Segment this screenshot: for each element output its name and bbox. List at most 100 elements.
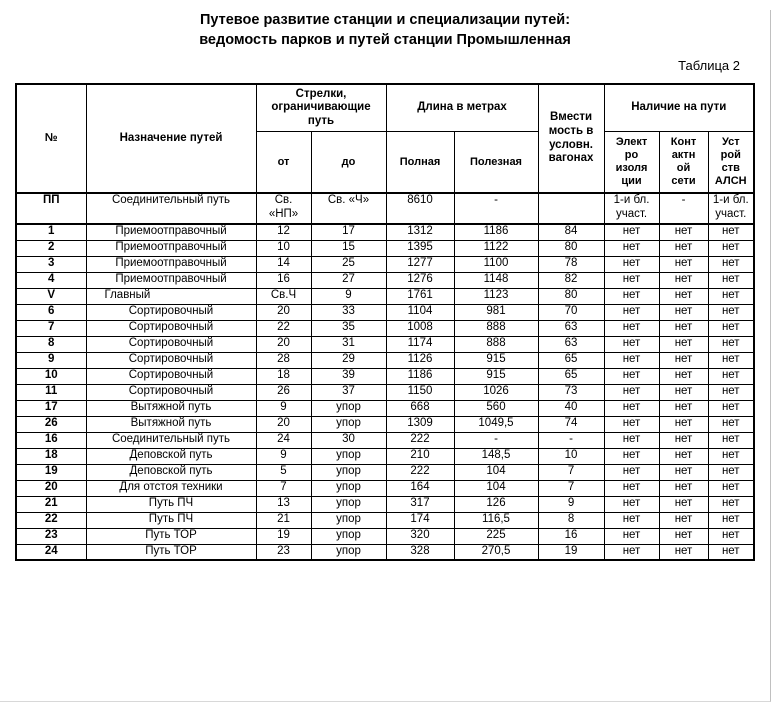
- cell-switch-from: 22: [255, 319, 312, 337]
- cell-alsn-devices: нет: [707, 319, 755, 337]
- cell-alsn-devices: 1-и бл. участ.: [707, 192, 755, 225]
- cell-electro-isolation: нет: [603, 495, 660, 513]
- cell-length-full: 1277: [385, 255, 455, 273]
- cell-alsn-devices: нет: [707, 367, 755, 385]
- cell-capacity: 82: [537, 271, 605, 289]
- cell-length-useful: 1100: [453, 255, 539, 273]
- cell-track-purpose: Вытяжной путь: [85, 399, 257, 417]
- cell-switch-from: 5: [255, 463, 312, 481]
- cell-capacity: 7: [537, 463, 605, 481]
- cell-switch-to: упор: [310, 511, 387, 529]
- table-row: 22 Путь ПЧ 21 упор 174 116,5 8 нет нет н…: [15, 511, 755, 529]
- cell-switch-from: 20: [255, 303, 312, 321]
- cell-length-full: 1126: [385, 351, 455, 369]
- cell-capacity: 80: [537, 287, 605, 305]
- cell-track-purpose: Деповской путь: [85, 463, 257, 481]
- table-row: 19 Деповской путь 5 упор 222 104 7 нет н…: [15, 463, 755, 481]
- page-title-line1: Путевое развитие станции и специализации…: [199, 12, 571, 28]
- cell-length-useful: 888: [453, 319, 539, 337]
- cell-switch-to: 30: [310, 431, 387, 449]
- cell-alsn-devices: нет: [707, 415, 755, 433]
- cell-track-purpose: Сортировочный: [85, 383, 257, 401]
- cell-electro-isolation: нет: [603, 271, 660, 289]
- cell-switch-from: 7: [255, 479, 312, 497]
- cell-capacity: 19: [537, 543, 605, 561]
- cell-electro-isolation: нет: [603, 527, 660, 545]
- cell-length-useful: 126: [453, 495, 539, 513]
- cell-length-useful: 1122: [453, 239, 539, 257]
- cell-electro-isolation: нет: [603, 447, 660, 465]
- table-row: 21 Путь ПЧ 13 упор 317 126 9 нет нет нет: [15, 495, 755, 513]
- cell-switch-from: 28: [255, 351, 312, 369]
- cell-capacity: 16: [537, 527, 605, 545]
- cell-contact-net: нет: [658, 415, 709, 433]
- cell-alsn-devices: нет: [707, 271, 755, 289]
- cell-switch-to: 37: [310, 383, 387, 401]
- header-presence-group: Наличие на пути: [603, 83, 755, 132]
- cell-length-useful: 981: [453, 303, 539, 321]
- cell-length-useful: 116,5: [453, 511, 539, 529]
- cell-switch-to: упор: [310, 495, 387, 513]
- cell-switch-to: упор: [310, 447, 387, 465]
- cell-track-purpose: Путь ТОР: [85, 543, 257, 561]
- cell-track-number: 8: [15, 335, 87, 353]
- cell-switch-to: 25: [310, 255, 387, 273]
- cell-electro-isolation: нет: [603, 319, 660, 337]
- cell-track-number: 10: [15, 367, 87, 385]
- cell-length-full: 1174: [385, 335, 455, 353]
- cell-contact-net: нет: [658, 223, 709, 241]
- cell-switch-from: 9: [255, 399, 312, 417]
- cell-alsn-devices: нет: [707, 495, 755, 513]
- cell-track-purpose: Сортировочный: [85, 303, 257, 321]
- cell-length-full: 1309: [385, 415, 455, 433]
- cell-track-purpose: Соединительный путь: [85, 192, 257, 225]
- cell-length-useful: 915: [453, 367, 539, 385]
- cell-electro-isolation: нет: [603, 351, 660, 369]
- cell-length-full: 1761: [385, 287, 455, 305]
- cell-length-full: 1150: [385, 383, 455, 401]
- cell-switch-from: 21: [255, 511, 312, 529]
- cell-contact-net: нет: [658, 399, 709, 417]
- cell-contact-net: нет: [658, 431, 709, 449]
- cell-length-useful: 225: [453, 527, 539, 545]
- cell-length-full: 1312: [385, 223, 455, 241]
- cell-alsn-devices: нет: [707, 463, 755, 481]
- cell-capacity: [537, 192, 605, 225]
- cell-alsn-devices: нет: [707, 543, 755, 561]
- cell-contact-net: нет: [658, 383, 709, 401]
- header-electro-isolation: Элект ро изоля ции: [603, 131, 660, 194]
- cell-length-useful: 104: [453, 479, 539, 497]
- table-row: V Главный Св.Ч 9 1761 1123 80 нет нет не…: [15, 287, 755, 305]
- cell-track-number: 2: [15, 239, 87, 257]
- cell-switch-to: упор: [310, 463, 387, 481]
- cell-switch-to: 35: [310, 319, 387, 337]
- cell-track-number: 24: [15, 543, 87, 561]
- cell-contact-net: нет: [658, 543, 709, 561]
- cell-length-useful: 915: [453, 351, 539, 369]
- cell-switch-from: 20: [255, 415, 312, 433]
- cell-track-purpose: Приемоотправочный: [85, 255, 257, 273]
- cell-switch-to: 27: [310, 271, 387, 289]
- cell-switch-from: 19: [255, 527, 312, 545]
- cell-track-purpose: Сортировочный: [85, 319, 257, 337]
- cell-capacity: 74: [537, 415, 605, 433]
- cell-contact-net: нет: [658, 527, 709, 545]
- cell-track-purpose: Деповской путь: [85, 447, 257, 465]
- cell-capacity: 9: [537, 495, 605, 513]
- header-group-row: № Назначение путей Стрелки, ограничивающ…: [15, 83, 755, 194]
- cell-length-full: 164: [385, 479, 455, 497]
- cell-electro-isolation: нет: [603, 511, 660, 529]
- cell-length-full: 1104: [385, 303, 455, 321]
- cell-electro-isolation: 1-и бл. участ.: [603, 192, 660, 225]
- cell-length-useful: 1123: [453, 287, 539, 305]
- cell-switch-from: 20: [255, 335, 312, 353]
- cell-length-full: 328: [385, 543, 455, 561]
- cell-switch-from: 23: [255, 543, 312, 561]
- cell-track-number: 1: [15, 223, 87, 241]
- table-row: 23 Путь ТОР 19 упор 320 225 16 нет нет н…: [15, 527, 755, 545]
- table-row: 9 Сортировочный 28 29 1126 915 65 нет не…: [15, 351, 755, 369]
- cell-electro-isolation: нет: [603, 367, 660, 385]
- cell-length-useful: 888: [453, 335, 539, 353]
- cell-alsn-devices: нет: [707, 223, 755, 241]
- cell-track-purpose: Вытяжной путь: [85, 415, 257, 433]
